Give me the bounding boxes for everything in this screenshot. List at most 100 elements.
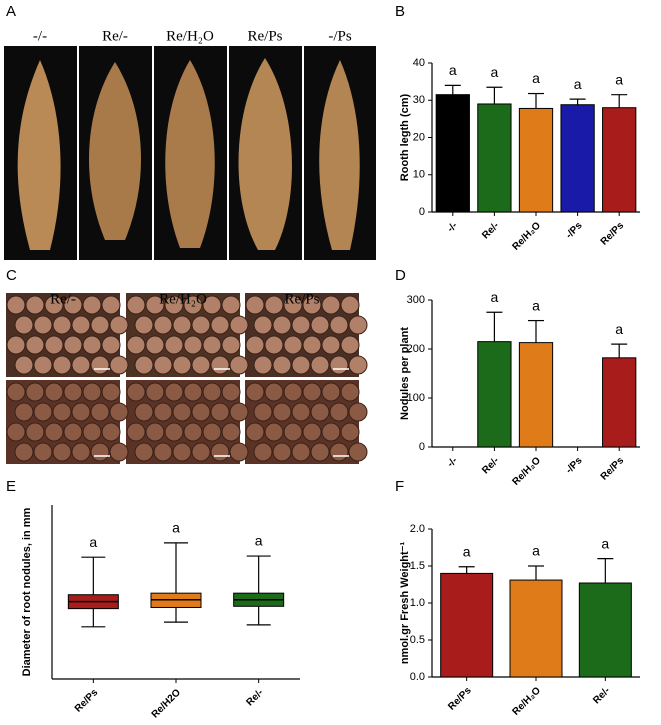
x-tick-label: Re/- [591, 685, 612, 706]
x-tick-label: -/- [445, 220, 459, 234]
photo-label: Re/H₂O [166, 28, 214, 44]
x-tick-label: -/Ps [564, 220, 585, 241]
y-tick-label: 0.5 [410, 634, 425, 646]
y-tick-label: 30 [413, 94, 425, 106]
nodule [202, 382, 222, 402]
nodule [291, 442, 311, 462]
nodule [321, 295, 341, 315]
nodule [33, 402, 53, 422]
nodule [25, 295, 45, 315]
nodule [71, 355, 91, 375]
photo-label: Re/Ps [247, 28, 282, 44]
x-tick-label: Re/H₂O [510, 685, 543, 718]
root [238, 58, 292, 250]
nodule [348, 442, 368, 462]
nodule [33, 442, 53, 462]
nodule [33, 315, 53, 335]
nodule [183, 295, 203, 315]
significance-label: a [449, 62, 457, 78]
nodule [310, 402, 330, 422]
y-tick-label: 1.5 [410, 560, 425, 572]
nodule [253, 355, 273, 375]
nodule [63, 382, 83, 402]
nodule [302, 335, 322, 355]
x-tick-label: Re/- [480, 220, 501, 241]
photo-label: -/- [33, 28, 47, 44]
nodule [164, 295, 184, 315]
nodule [348, 402, 368, 422]
significance-label: a [532, 70, 540, 86]
x-tick-label: -/Ps [564, 455, 585, 476]
bar [509, 579, 563, 678]
y-tick-label: 20 [413, 131, 425, 143]
y-tick-label: 1.0 [410, 597, 425, 609]
nodule [245, 295, 265, 315]
nodule [272, 315, 292, 335]
y-tick-label: 200 [407, 343, 425, 355]
x-tick-label: Re/Ps [446, 685, 474, 713]
nodule [321, 335, 341, 355]
nodule [82, 382, 102, 402]
nodule [82, 422, 102, 442]
nodule [229, 442, 249, 462]
nodule [210, 442, 230, 462]
significance-label: a [89, 534, 97, 550]
y-tick-label: 0 [419, 206, 425, 218]
nodule [126, 335, 146, 355]
nodule [172, 442, 192, 462]
nodule [272, 355, 292, 375]
nodule [245, 422, 265, 442]
nodule [340, 422, 360, 442]
x-tick-label: Re/- [245, 687, 266, 708]
nodule [44, 335, 64, 355]
x-tick-label: Re/H₂O [510, 220, 543, 253]
x-tick-label: Re/H2O [150, 687, 183, 720]
nodule [164, 382, 184, 402]
nodule [183, 335, 203, 355]
bar [578, 582, 632, 678]
y-tick-label: 40 [413, 57, 425, 69]
nodule [6, 382, 26, 402]
panel-letter: D [395, 267, 406, 284]
nodule [90, 355, 110, 375]
nodule [6, 422, 26, 442]
significance-label: a [574, 76, 582, 92]
nodule [340, 382, 360, 402]
nodule [253, 442, 273, 462]
significance-label: a [172, 520, 180, 536]
nodule [6, 335, 26, 355]
nodule [6, 295, 26, 315]
nodule [101, 335, 121, 355]
nodule [172, 315, 192, 335]
nodule [71, 402, 91, 422]
significance-label: a [532, 297, 540, 313]
bar [440, 572, 494, 678]
nodule [90, 315, 110, 335]
x-tick-label: Re/Ps [599, 220, 627, 248]
bar [477, 103, 512, 213]
y-axis-title: Nodules per plant [399, 327, 411, 420]
nodule-texture [6, 295, 368, 462]
panel-letter: F [395, 478, 404, 495]
nodule [272, 402, 292, 422]
significance-label: a [491, 289, 499, 305]
nodule [109, 315, 129, 335]
nodule [145, 422, 165, 442]
y-tick-label: 0.0 [410, 671, 425, 683]
nodule [90, 442, 110, 462]
nodule [202, 295, 222, 315]
x-tick-label: -/- [445, 455, 459, 469]
nodule [14, 355, 34, 375]
nodule [321, 422, 341, 442]
panel-letter: C [6, 267, 17, 284]
nodule [221, 335, 241, 355]
nodule [126, 382, 146, 402]
nodule [172, 402, 192, 422]
nodule [272, 442, 292, 462]
nodule [63, 335, 83, 355]
nodule [145, 382, 165, 402]
nodule [191, 355, 211, 375]
y-tick-label: 10 [413, 169, 425, 181]
nodule [153, 442, 173, 462]
nodule [191, 442, 211, 462]
